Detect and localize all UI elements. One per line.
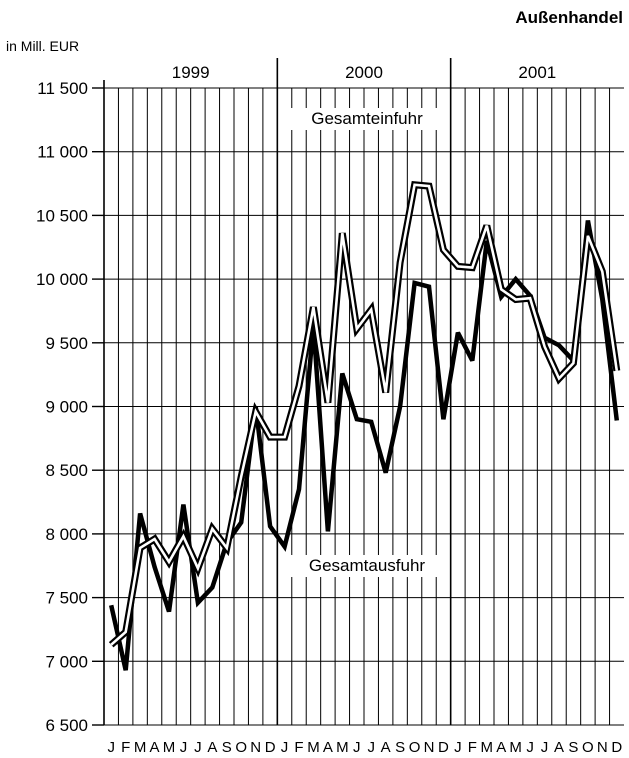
x-tick-label: O	[409, 739, 421, 756]
x-tick-label: N	[597, 739, 608, 756]
x-tick-label: S	[395, 739, 405, 756]
y-tick-label: 8 000	[45, 525, 88, 544]
x-tick-label: F	[294, 739, 303, 756]
x-tick-label: S	[568, 739, 578, 756]
x-tick-label: M	[307, 739, 320, 756]
x-tick-label: N	[424, 739, 435, 756]
y-tick-label: 10 000	[36, 270, 88, 289]
x-tick-label: D	[611, 739, 622, 756]
year-label: 1999	[172, 63, 210, 82]
x-tick-label: J	[454, 739, 462, 756]
x-tick-label: J	[526, 739, 534, 756]
x-tick-label: F	[468, 739, 477, 756]
x-tick-label: D	[265, 739, 276, 756]
x-tick-label: D	[438, 739, 449, 756]
y-tick-label: 11 000	[37, 143, 88, 162]
x-tick-label: M	[509, 739, 522, 756]
x-tick-label: A	[554, 739, 564, 756]
y-tick-label: 9 500	[45, 334, 88, 353]
series-label-einfuhr-background	[285, 108, 449, 130]
x-tick-label: A	[207, 739, 217, 756]
series-label-ausfuhr: Gesamtausfuhr	[309, 556, 426, 575]
y-tick-label: 7 000	[45, 652, 88, 671]
y-tick-label: 6 500	[45, 716, 88, 735]
chart-title: Außenhandel	[515, 8, 623, 27]
y-tick-label: 7 500	[45, 589, 88, 608]
x-tick-label: M	[163, 739, 176, 756]
x-tick-label: M	[134, 739, 147, 756]
x-tick-label: A	[323, 739, 333, 756]
x-tick-label: M	[336, 739, 349, 756]
x-tick-label: N	[250, 739, 261, 756]
x-tick-label: J	[180, 739, 188, 756]
y-axis-unit-label: in Mill. EUR	[6, 38, 80, 54]
x-tick-label: J	[541, 739, 549, 756]
x-tick-label: S	[222, 739, 232, 756]
x-tick-label: O	[235, 739, 247, 756]
x-tick-label: J	[353, 739, 361, 756]
y-tick-label: 11 500	[37, 79, 88, 98]
x-tick-label: J	[367, 739, 375, 756]
x-tick-label: J	[194, 739, 202, 756]
series-label-ausfuhr-background	[285, 555, 449, 577]
y-tick-label: 8 500	[45, 461, 88, 480]
x-tick-label: A	[150, 739, 160, 756]
x-tick-label: A	[381, 739, 391, 756]
x-tick-label: M	[481, 739, 494, 756]
y-tick-label: 10 500	[36, 206, 88, 225]
x-tick-label: A	[496, 739, 506, 756]
y-tick-label: 9 000	[45, 398, 88, 417]
x-tick-label: J	[107, 739, 115, 756]
series-label-einfuhr: Gesamteinfuhr	[311, 109, 423, 128]
x-tick-label: F	[121, 739, 130, 756]
x-tick-label: O	[582, 739, 594, 756]
year-label: 2001	[518, 63, 556, 82]
x-tick-label: J	[281, 739, 289, 756]
series-line-einfuhr	[110, 183, 619, 646]
year-label: 2000	[345, 63, 383, 82]
